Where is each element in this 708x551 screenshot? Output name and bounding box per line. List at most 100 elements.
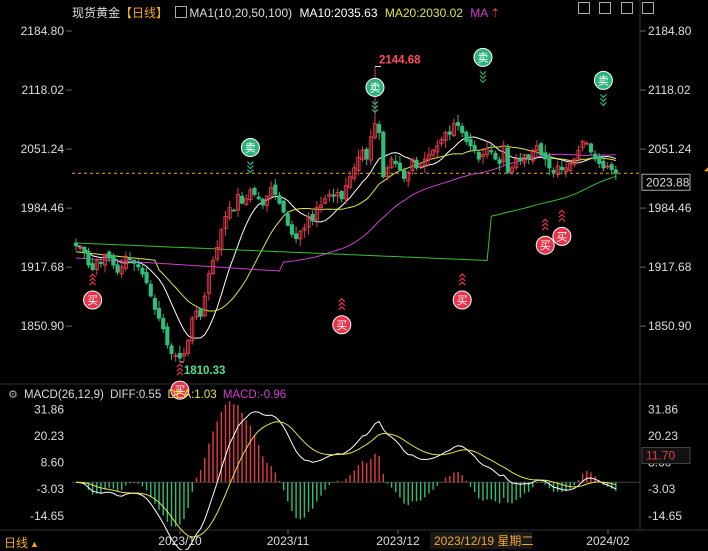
candle-body xyxy=(385,167,390,178)
candle-body xyxy=(202,295,207,317)
candle-body xyxy=(364,148,369,160)
ma20-value: MA20:2030.02 xyxy=(384,6,463,20)
buy-signal-badge xyxy=(452,290,472,310)
date-tick-label: 2023/11 xyxy=(267,534,310,548)
sell-arrow xyxy=(479,78,487,84)
window-controls xyxy=(578,2,655,17)
candle-body xyxy=(327,193,332,197)
ma10-line xyxy=(75,136,616,339)
buy-arrow xyxy=(458,273,466,278)
candle-body xyxy=(269,186,274,197)
candle-body xyxy=(277,195,282,204)
buy-arrow xyxy=(458,277,466,282)
candle-body xyxy=(522,154,527,164)
candle-body xyxy=(294,233,299,240)
candle-body xyxy=(422,158,427,166)
candle-body xyxy=(190,317,195,342)
candle-body xyxy=(568,162,573,171)
candle-body xyxy=(534,145,539,151)
candle-body xyxy=(360,149,365,161)
candle-body xyxy=(318,204,324,208)
high-price-label: 2144.68 xyxy=(379,54,421,66)
candle-body xyxy=(526,154,531,160)
sell-signal-label: 卖 xyxy=(369,81,380,94)
candle-body xyxy=(597,156,602,164)
candle-body xyxy=(244,198,249,205)
macd-dea-line xyxy=(75,421,616,538)
candle-body xyxy=(165,326,170,346)
buy-signal-badge xyxy=(332,315,352,335)
minimize-icon[interactable] xyxy=(578,2,590,14)
ma10-value: MA10:2035.63 xyxy=(299,6,378,20)
buy-signal-badge xyxy=(83,290,103,310)
macd-header: MACD(26,12,9) DIFF:0.55 DEA:1.03 MACD:-0… xyxy=(24,389,286,401)
candle-body xyxy=(82,246,87,253)
date-tick-label: 2024/02 xyxy=(586,534,630,548)
buy-arrow xyxy=(458,281,466,286)
buy-arrow xyxy=(89,281,97,286)
candle-body xyxy=(331,194,336,197)
candle-body xyxy=(227,207,232,219)
candle-body xyxy=(435,145,440,153)
macd-settings-label[interactable]: MACD(26,12,9) xyxy=(24,389,104,401)
price-tick-label-right: 1850.90 xyxy=(648,319,692,333)
buy-signal-label: 买 xyxy=(540,239,551,252)
macd-current-tag xyxy=(641,447,691,465)
macd-tick-label-left: 31.86 xyxy=(34,402,64,416)
buy-arrow xyxy=(176,363,184,368)
candle-body xyxy=(443,132,448,141)
candle-body xyxy=(497,159,502,164)
candle-body xyxy=(248,189,253,201)
candle-body xyxy=(231,209,236,212)
maximize-icon[interactable] xyxy=(620,2,633,14)
candle-body xyxy=(210,260,216,274)
price-tick-label-right: 2118.02 xyxy=(648,83,691,97)
candle-body xyxy=(509,167,515,173)
candle-body xyxy=(323,198,328,204)
buy-signal-badge xyxy=(535,235,555,255)
settings-icon[interactable]: ⚙ xyxy=(8,389,18,401)
buy-arrow xyxy=(338,305,346,311)
sell-signal-label: 卖 xyxy=(245,142,256,155)
buy-signal-label: 买 xyxy=(87,294,98,307)
candle-body xyxy=(289,224,294,235)
close-icon[interactable] xyxy=(642,2,655,14)
timeframe-label[interactable]: 日线 xyxy=(4,536,29,550)
instrument-title: 现货黄金 xyxy=(72,6,121,20)
candle-body xyxy=(285,213,290,226)
candle-body xyxy=(264,195,270,206)
candle-body xyxy=(613,169,618,174)
expand-up-icon[interactable]: ⇡ xyxy=(490,6,501,20)
period-label[interactable]: 【日线】 xyxy=(120,6,169,20)
buy-arrow xyxy=(541,226,549,231)
price-tick-label-right: 2051.24 xyxy=(648,142,692,156)
buy-signal-label: 买 xyxy=(336,319,347,332)
price-tick-label-right: 2184.80 xyxy=(648,24,692,38)
macd-tick-label-left: 8.60 xyxy=(41,456,65,470)
candle-body xyxy=(356,156,361,171)
candle-body xyxy=(489,150,494,153)
buy-signal-label: 买 xyxy=(457,294,468,307)
layout-icon[interactable] xyxy=(599,2,612,14)
ma-settings-label[interactable]: MA1(10,20,50,100) xyxy=(189,6,293,20)
candle-body xyxy=(372,123,378,138)
candle-body xyxy=(223,216,228,230)
sell-arrow xyxy=(479,70,487,76)
ma-toggle-icon[interactable] xyxy=(175,6,188,18)
buy-arrow xyxy=(338,301,346,307)
candle-body xyxy=(572,158,577,165)
sell-arrow xyxy=(371,100,379,106)
sell-arrow xyxy=(599,101,607,107)
buy-arrow xyxy=(176,371,184,376)
candle-body xyxy=(447,131,452,135)
candle-body xyxy=(169,345,174,354)
buy-arrow xyxy=(541,222,549,227)
crosshair-date-label: 2023/12/19 星期二 xyxy=(434,534,533,548)
candle-body xyxy=(235,193,241,211)
candle-body xyxy=(505,147,510,173)
candle-body xyxy=(559,166,564,171)
candle-body xyxy=(335,192,340,197)
timeframe-selector[interactable]: 日线 ▲ xyxy=(4,534,39,551)
